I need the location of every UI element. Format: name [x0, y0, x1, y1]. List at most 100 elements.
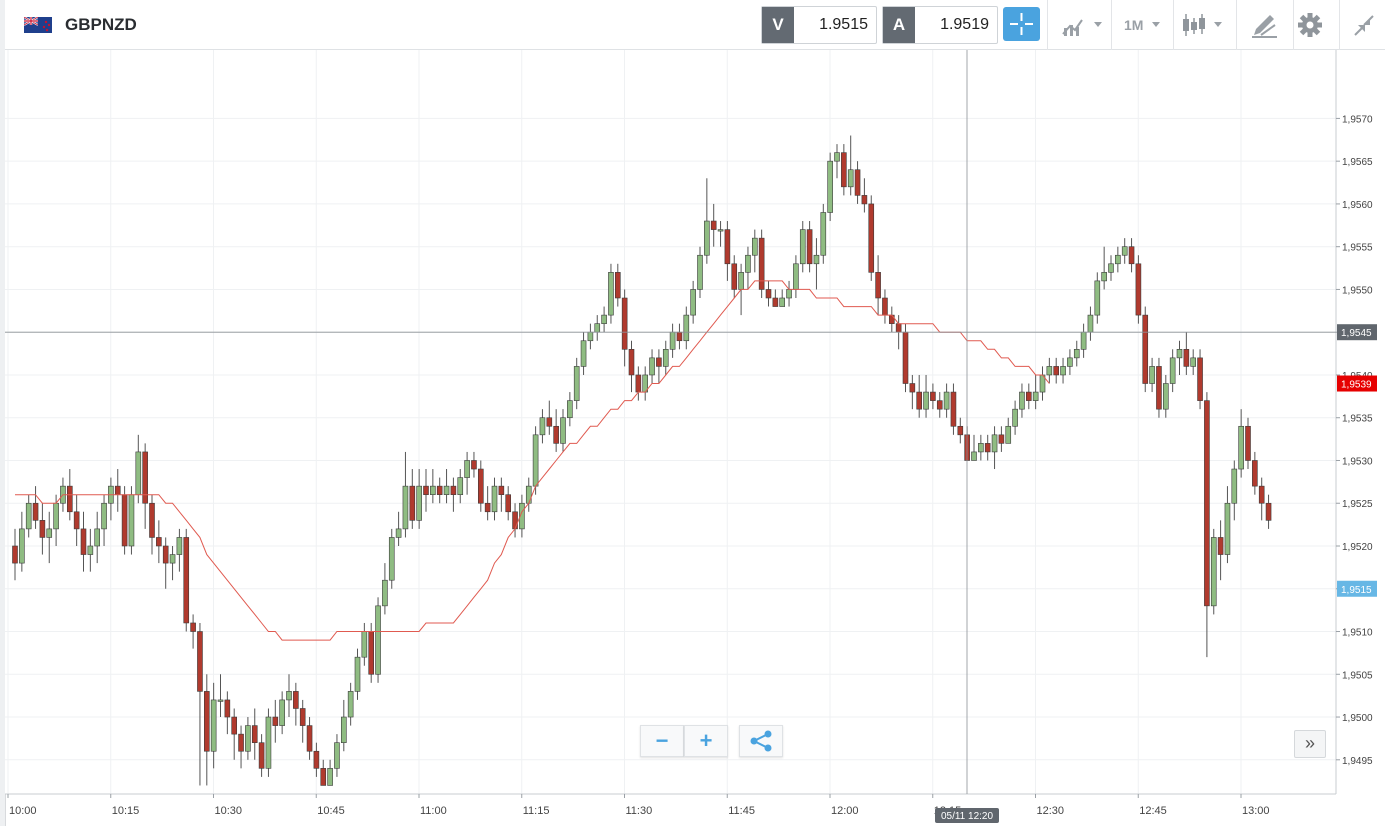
candle-body: [231, 716, 237, 735]
candle-body: [224, 699, 231, 718]
buy-tag: A: [883, 7, 915, 43]
candle-body: [628, 349, 635, 376]
candle-body: [1190, 357, 1196, 367]
x-tick-label: 10:30: [215, 805, 243, 817]
candle-body: [347, 691, 354, 718]
candle-body: [704, 220, 710, 256]
scroll-to-latest-button[interactable]: »: [1294, 730, 1326, 758]
candle-body: [505, 494, 512, 513]
candle-body: [402, 485, 409, 530]
buy-price-button[interactable]: A 1.9519: [882, 6, 998, 44]
candle-body: [868, 203, 875, 273]
candle-body: [39, 520, 46, 538]
y-tick-label: 1,9535: [1342, 414, 1373, 425]
candle: [841, 144, 847, 196]
candle: [861, 178, 868, 213]
candle-body: [382, 579, 388, 607]
candle-body: [1245, 425, 1251, 461]
candle-body: [1053, 366, 1059, 376]
candle-body: [210, 699, 217, 752]
candle-body: [416, 485, 422, 521]
candle-body: [190, 622, 196, 632]
candle: [1238, 409, 1244, 478]
gear-icon: [1298, 13, 1322, 37]
sell-price-button[interactable]: V 1.9515: [761, 6, 877, 44]
candle: [245, 717, 251, 760]
candle-body: [388, 537, 395, 581]
draw-tools-button[interactable]: [1236, 0, 1294, 50]
candle: [498, 477, 505, 512]
price-tag-label: 1,9515: [1341, 585, 1372, 596]
candle-body: [149, 502, 155, 538]
candle-body: [1142, 314, 1149, 384]
candle-body: [751, 237, 758, 256]
candle: [1046, 357, 1053, 384]
chart-type-button[interactable]: [1173, 0, 1237, 50]
candle: [580, 332, 587, 375]
candle: [121, 486, 128, 555]
candle: [169, 546, 176, 581]
timeframe-label: 1M: [1124, 17, 1144, 33]
candle: [628, 340, 635, 393]
candle-body: [53, 502, 59, 530]
candle: [1067, 349, 1073, 375]
y-tick-label: 1,9570: [1342, 114, 1373, 125]
zoom-in-button[interactable]: +: [684, 725, 728, 757]
indicators-button[interactable]: [1047, 0, 1111, 50]
candle: [1053, 357, 1059, 384]
candle: [820, 203, 827, 264]
candle: [806, 221, 813, 273]
candle-body: [601, 314, 607, 324]
candle: [847, 135, 854, 196]
candle-body: [245, 725, 251, 752]
candle: [272, 699, 279, 743]
candle-body: [847, 169, 854, 188]
candle-body: [169, 554, 176, 564]
sell-price: 1.9515: [819, 16, 868, 33]
candle: [1265, 494, 1272, 529]
candle-body: [1073, 349, 1080, 359]
candle: [772, 289, 779, 307]
candle-body: [765, 289, 772, 299]
candle: [984, 434, 991, 461]
candle: [505, 486, 512, 521]
candle: [464, 451, 470, 495]
candle-body: [930, 391, 936, 401]
crosshair-button[interactable]: [1003, 7, 1040, 41]
candle-body: [1108, 263, 1114, 273]
candle-body: [299, 708, 306, 726]
x-tick-label: 13:00: [1242, 805, 1270, 817]
candle-body: [683, 314, 690, 342]
collapse-button[interactable]: [1339, 0, 1385, 50]
candle-body: [1156, 366, 1162, 410]
settings-button[interactable]: [1293, 0, 1340, 50]
candle-body: [327, 768, 333, 786]
candle-body: [710, 220, 717, 230]
candle-body: [354, 656, 361, 692]
candle: [1197, 349, 1203, 410]
candle: [1115, 246, 1121, 273]
zoom-out-button[interactable]: −: [640, 725, 684, 757]
candle: [950, 383, 957, 435]
candle-body: [724, 229, 731, 265]
candle-body: [1183, 349, 1190, 367]
y-tick-label: 1,9560: [1342, 200, 1373, 211]
candle-body: [279, 699, 285, 726]
sell-tag: V: [762, 7, 794, 43]
candle: [231, 708, 237, 760]
candle-body: [957, 425, 964, 436]
crosshair: 1,9545 05/11 12:20: [5, 50, 1377, 823]
share-button[interactable]: [739, 725, 783, 757]
candle-body: [1197, 357, 1203, 401]
candle-body: [1019, 391, 1025, 410]
candle-body: [258, 742, 265, 769]
candle-body: [991, 434, 998, 453]
candle: [491, 477, 498, 521]
candle: [1163, 374, 1169, 418]
candle: [87, 528, 94, 572]
candle-body: [546, 417, 553, 427]
moving-average-line: [15, 280, 1050, 641]
candle: [1012, 400, 1018, 435]
candle-body: [430, 485, 436, 495]
